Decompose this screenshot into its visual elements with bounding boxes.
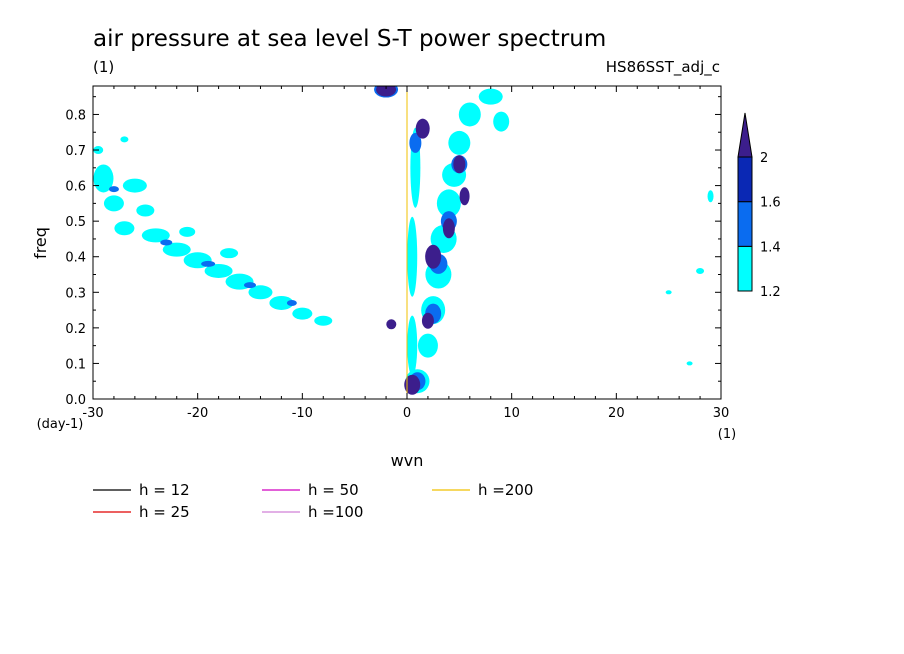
dataset-label: HS86SST_adj_c xyxy=(606,58,720,77)
spectrum-blob-5 xyxy=(162,242,191,257)
spectrum-blob-23 xyxy=(696,267,705,274)
colorbar-segment-2 xyxy=(737,156,753,203)
colorbar: 1.2 1.4 1.6 2 xyxy=(737,112,781,300)
legend-label-50: h = 50 xyxy=(308,481,359,499)
spectrum-blob-16 xyxy=(160,239,173,246)
spectrum-blob-12 xyxy=(314,315,333,326)
legend: h = 12 h = 25 h = 50 h =100 h =200 xyxy=(93,481,533,521)
spectrum-blob-52 xyxy=(453,155,466,174)
spectrum-blob-53 xyxy=(415,118,430,139)
x-axis-label: wvn xyxy=(391,451,424,470)
y-axis: 0.0 0.1 0.2 0.3 0.4 0.5 0.6 0.7 0.8 xyxy=(65,96,721,408)
spectrum-blob-55 xyxy=(459,187,470,206)
x-tick-label-10: 10 xyxy=(503,406,520,421)
spectrum-blob-4 xyxy=(141,228,170,243)
spectrum-blob-50 xyxy=(425,244,442,269)
spectrum-blob-26 xyxy=(665,290,672,295)
x-tick-label-0: 0 xyxy=(403,406,411,421)
legend-label-100: h =100 xyxy=(308,503,363,521)
spectrum-blob-17 xyxy=(201,260,216,267)
spectrum-blob-25 xyxy=(707,190,714,203)
y-unit-label: (day-1) xyxy=(37,417,84,432)
legend-label-200: h =200 xyxy=(478,481,533,499)
spectrum-blob-1 xyxy=(103,195,124,212)
spectrum-blob-7 xyxy=(204,263,233,278)
colorbar-label-2: 1.6 xyxy=(760,196,781,211)
plot-area xyxy=(93,86,721,399)
spectrum-blob-51 xyxy=(442,218,455,239)
spectrum-blob-32 xyxy=(436,189,461,218)
y-tick-label-5: 0.5 xyxy=(65,215,86,230)
colorbar-label-1: 1.4 xyxy=(760,240,781,255)
spectrum-blob-19 xyxy=(286,299,297,306)
y-tick-label-2: 0.2 xyxy=(65,322,86,337)
spectrum-blob-13 xyxy=(136,204,155,217)
spectrum-blob-18 xyxy=(244,282,256,289)
power-shading xyxy=(93,86,714,395)
x-tick-label--30: -30 xyxy=(82,406,103,421)
colorbar-segment-1 xyxy=(737,201,753,247)
spectrum-blob-9 xyxy=(248,285,273,300)
spectrum-blob-34 xyxy=(448,130,471,155)
y-tick-label-1: 0.1 xyxy=(65,357,86,372)
spectrum-blob-40 xyxy=(493,111,510,132)
y-tick-label-3: 0.3 xyxy=(65,286,86,301)
spectrum-blob-38 xyxy=(407,216,418,297)
spectrum-blob-24 xyxy=(686,361,693,366)
x-tick-label--10: -10 xyxy=(292,406,313,421)
colorbar-segment-0 xyxy=(737,245,753,292)
legend-label-12: h = 12 xyxy=(139,481,190,499)
x-axis: -30 -20 -10 0 10 20 30 xyxy=(82,86,729,421)
spectrum-blob-56 xyxy=(386,319,397,330)
spectrum-blob-49 xyxy=(421,312,434,329)
spectrum-blob-15 xyxy=(220,248,239,259)
x-unit-label: (1) xyxy=(718,427,736,442)
spectrum-blob-35 xyxy=(458,102,481,127)
spectrum-blob-11 xyxy=(292,307,313,320)
chart-title: air pressure at sea level S-T power spec… xyxy=(93,26,606,52)
spectrum-blob-46 xyxy=(409,132,422,153)
spectrum-blob-54 xyxy=(376,86,397,97)
y-axis-label: freq xyxy=(31,227,50,259)
x-tick-label-30: 30 xyxy=(713,406,730,421)
y-tick-label-0: 0.0 xyxy=(65,393,86,408)
y-tick-label-6: 0.6 xyxy=(65,180,86,195)
spectrum-blob-20 xyxy=(108,186,119,193)
colorbar-label-3: 2 xyxy=(760,151,768,166)
spectrum-blob-37 xyxy=(407,315,418,376)
colorbar-extension xyxy=(737,112,753,158)
spectrum-blob-22 xyxy=(120,136,129,143)
spectrum-blob-28 xyxy=(417,333,438,358)
spectrum-blob-36 xyxy=(478,88,503,105)
y-tick-label-4: 0.4 xyxy=(65,251,86,266)
y-tick-label-7: 0.7 xyxy=(65,144,86,159)
y-tick-label-8: 0.8 xyxy=(65,108,86,123)
spectrum-blob-3 xyxy=(122,178,147,193)
x-tick-label--20: -20 xyxy=(187,406,208,421)
chart-units: (1) xyxy=(93,58,114,76)
legend-label-25: h = 25 xyxy=(139,503,190,521)
spectrum-blob-10 xyxy=(269,295,294,310)
spectrum-blob-14 xyxy=(179,226,196,237)
x-tick-label-20: 20 xyxy=(608,406,625,421)
colorbar-label-0: 1.2 xyxy=(760,285,781,300)
spectrum-blob-48 xyxy=(404,374,421,395)
spectrum-blob-2 xyxy=(114,221,135,236)
